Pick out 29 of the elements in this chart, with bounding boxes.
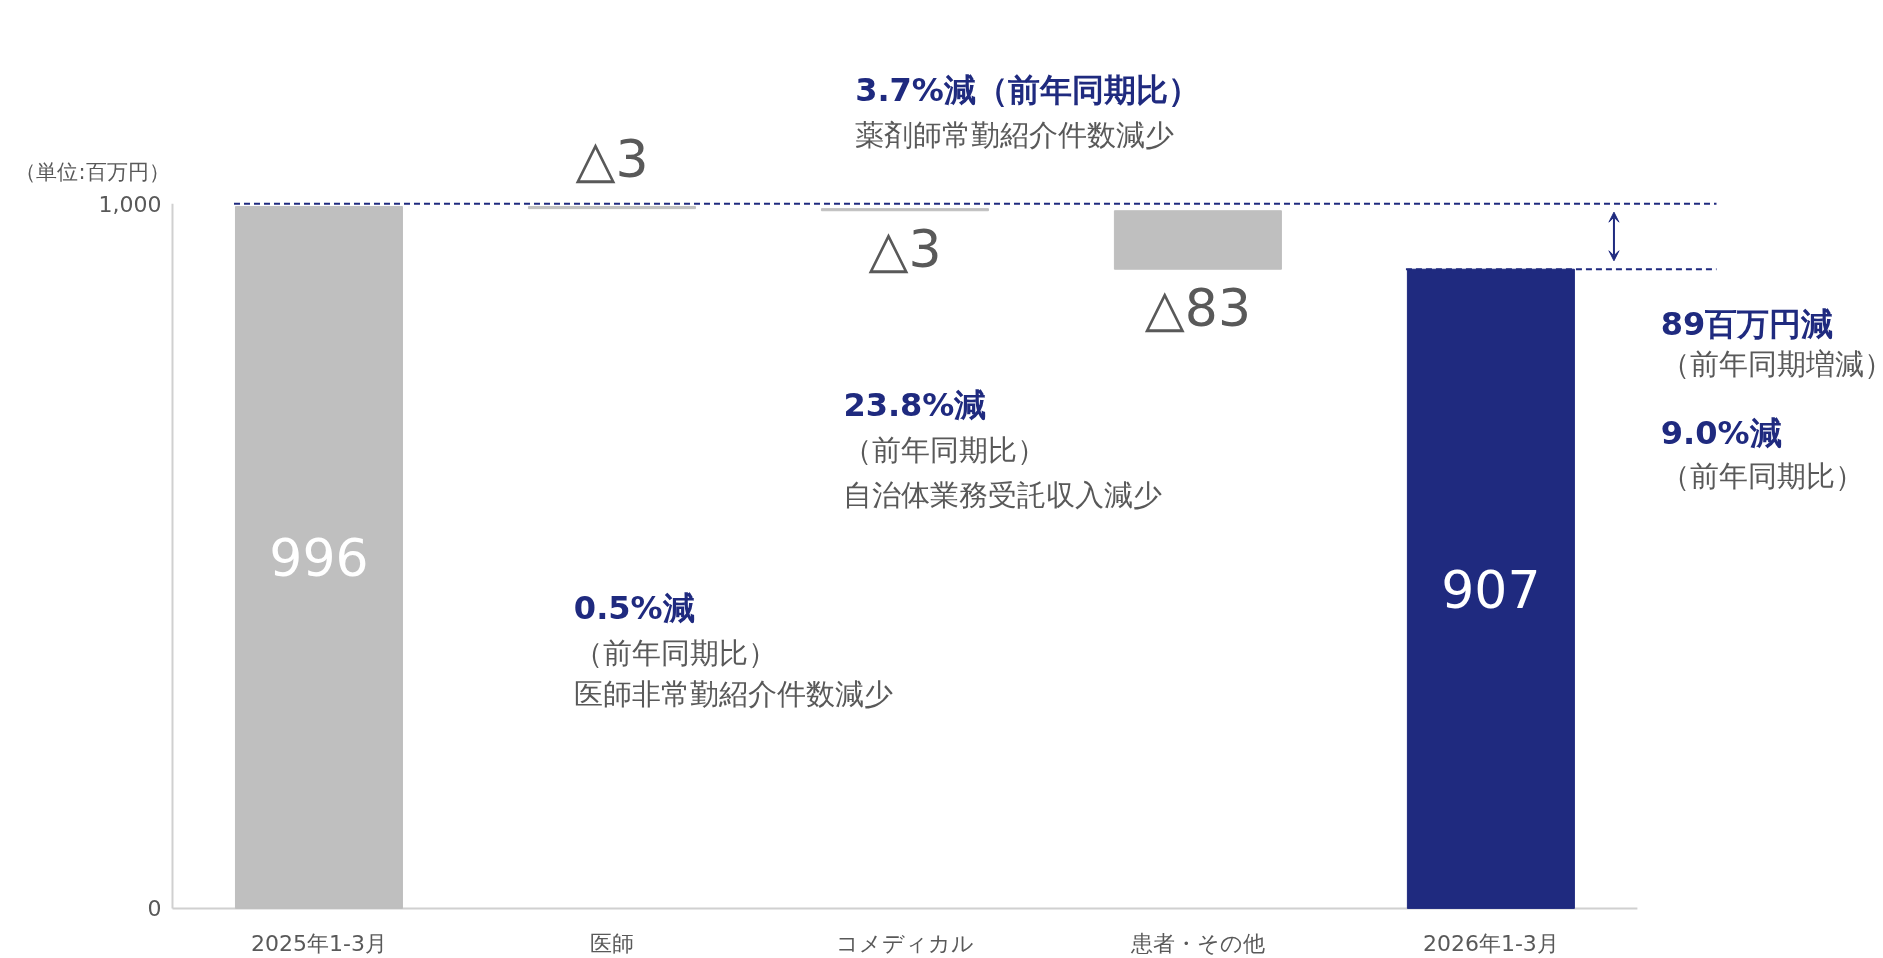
annotation: （前年同期比） [1660,459,1864,494]
x-tick-label: 2025年1-3月 [251,930,387,956]
data-label: △83 [1144,277,1252,338]
annotation: 9.0%減 [1660,414,1782,453]
annotation: 89百万円減 [1660,304,1834,343]
text: 薬剤師常勤紹介件数減少 [855,118,1175,153]
annotation: 23.8%減 [843,385,987,424]
annotation: （前年同期増減） [1660,347,1883,382]
data-label: △3 [575,128,649,189]
y-tick-label: 1,000 [98,191,162,217]
data-label: 907 [1441,559,1541,620]
bar [820,208,989,212]
annotation: 0.5%減 [573,589,695,628]
bar [1113,210,1282,270]
y-axis-title: （単位:百万円） [15,159,170,184]
x-tick-label: 医師 [589,930,634,956]
x-tick-label: 2026年1-3月 [1422,930,1559,956]
text: 3.7%減（前年同期比） [855,71,1200,110]
x-tick-label: コメディカル [835,930,974,956]
annotation: （前年同期比） [573,635,777,670]
annotation: （前年同期比） [843,433,1047,468]
bar [527,206,696,210]
x-tick-label: 患者・その他 [1129,930,1265,956]
bar [234,206,403,909]
y-tick-label: 0 [147,896,162,922]
annotation: 自治体業務受託収入減少 [843,477,1163,512]
annotation: 医師非常勤紹介件数減少 [573,677,893,712]
data-label: 996 [269,528,369,589]
data-label: △3 [868,219,942,280]
